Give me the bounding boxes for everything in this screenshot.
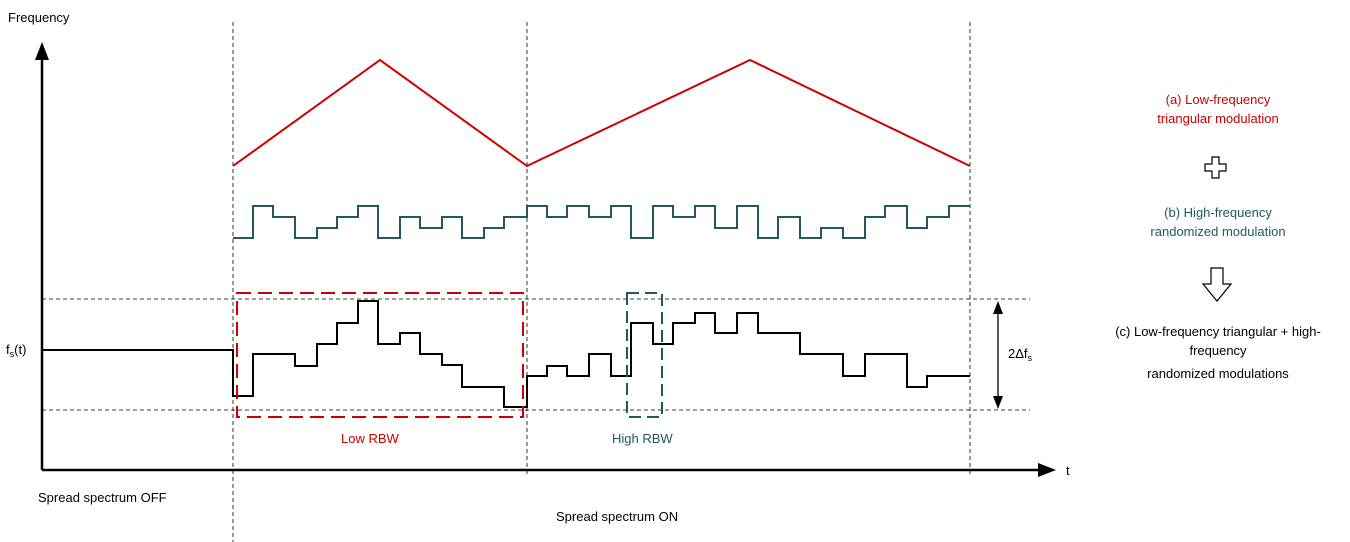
fs-label: fs(t) bbox=[6, 342, 26, 359]
spread-spectrum-on-label: Spread spectrum ON bbox=[556, 509, 678, 524]
y-axis-label: Frequency bbox=[8, 10, 70, 25]
high-rbw-box bbox=[626, 292, 663, 418]
high-rbw-label: High RBW bbox=[612, 431, 673, 446]
down-arrow-outline-icon bbox=[1201, 267, 1233, 302]
legend-c-line2: frequency bbox=[1189, 343, 1247, 358]
legend-c-line3: randomized modulations bbox=[1147, 366, 1289, 381]
x-axis-arrowhead bbox=[1038, 463, 1056, 477]
legend-b-line1: (b) High-frequency bbox=[1164, 205, 1272, 220]
legend-a-line1: (a) Low-frequency bbox=[1166, 92, 1271, 107]
legend-a-line2: triangular modulation bbox=[1157, 111, 1278, 126]
legend-b-line2: randomized modulation bbox=[1150, 224, 1285, 239]
delta-arrow-bottom-head bbox=[993, 396, 1003, 409]
low-rbw-box bbox=[236, 292, 524, 418]
legend-c-line1: (c) Low-frequency triangular + high- bbox=[1115, 324, 1321, 339]
triangular-modulation-waveform bbox=[232, 58, 971, 168]
spread-spectrum-off-label: Spread spectrum OFF bbox=[38, 490, 167, 505]
delta-fs-label: 2Δfs bbox=[1008, 346, 1033, 363]
x-axis-label: t bbox=[1066, 463, 1070, 478]
plus-outline-icon bbox=[1204, 156, 1227, 179]
y-axis-arrowhead bbox=[35, 42, 49, 60]
combined-modulation-waveform bbox=[42, 300, 970, 408]
randomized-modulation-waveform bbox=[233, 205, 970, 239]
delta-arrow-top-head bbox=[993, 301, 1003, 314]
low-rbw-label: Low RBW bbox=[341, 431, 400, 446]
